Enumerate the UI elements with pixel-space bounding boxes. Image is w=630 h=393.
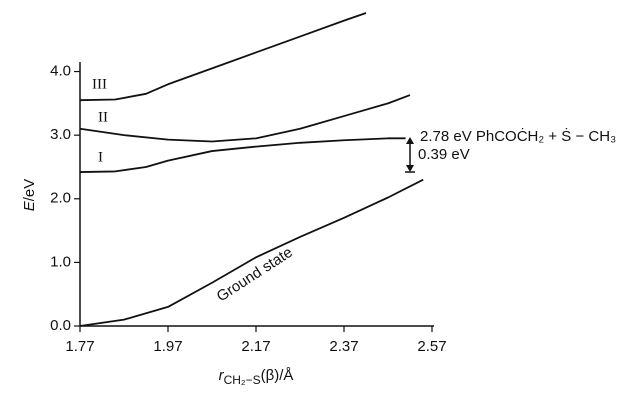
arrow-head <box>406 137 414 144</box>
y-tick-label: 4.0 <box>50 63 71 80</box>
annotation: 0.39 eV <box>418 146 470 163</box>
curve-label: III <box>92 76 107 92</box>
annotation: 2.78 eV PhCOĊH₂ + Ṡ − CH₃ <box>420 127 616 145</box>
y-tick-label: 2.0 <box>50 190 71 207</box>
x-tick-label: 2.37 <box>329 338 358 355</box>
arrow-head <box>406 165 414 172</box>
y-tick-label: 1.0 <box>50 253 71 270</box>
curve <box>79 178 424 327</box>
curve-label: I <box>98 149 103 165</box>
x-tick-label: 1.97 <box>153 338 182 355</box>
y-tick-label: 0.0 <box>50 317 71 334</box>
x-axis-label: rCH₂−S(β)/Å <box>219 367 294 387</box>
y-label-symbol: E <box>21 200 38 211</box>
x-tick-label: 2.17 <box>241 338 270 355</box>
x-tick-label: 2.57 <box>417 338 446 355</box>
curve-label: II <box>98 109 108 125</box>
curve <box>79 94 411 143</box>
curve <box>79 12 367 102</box>
curve <box>79 137 406 173</box>
x-label-rest: (β)/Å <box>261 367 294 384</box>
y-label-unit: /eV <box>21 179 38 202</box>
x-label-symbol: r <box>219 367 225 384</box>
x-tick-label: 1.77 <box>65 338 94 355</box>
x-label-sub: CH₂−S <box>224 373 261 387</box>
y-axis-label: E/eV <box>21 179 38 212</box>
y-tick-label: 3.0 <box>50 126 71 143</box>
